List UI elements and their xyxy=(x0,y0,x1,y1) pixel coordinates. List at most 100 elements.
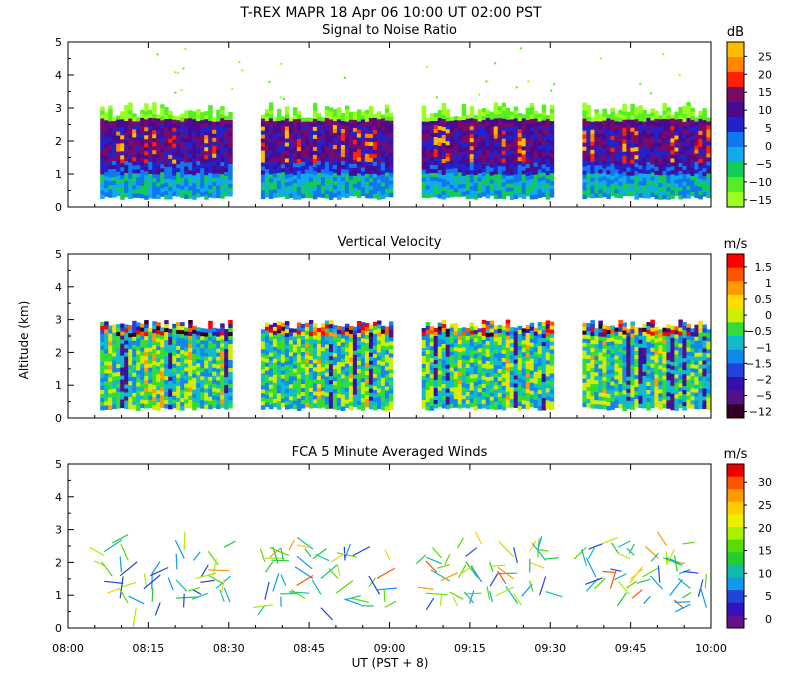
heatmap-cell xyxy=(509,119,515,124)
heatmap-cell xyxy=(176,120,181,125)
heatmap-cell xyxy=(172,151,177,157)
heatmap-cell xyxy=(336,179,342,184)
heatmap-cell xyxy=(132,161,137,166)
heatmap-cell xyxy=(344,391,350,397)
heatmap-cell xyxy=(160,160,165,165)
heatmap-cell xyxy=(212,117,217,123)
heatmap-cell xyxy=(638,193,643,198)
heatmap-cell xyxy=(280,398,286,404)
heatmap-cell xyxy=(344,327,350,333)
heatmap-cell xyxy=(132,372,137,378)
heatmap-cell xyxy=(180,386,185,391)
heatmap-cell xyxy=(112,169,117,174)
heatmap-cell xyxy=(316,136,322,142)
heatmap-cell xyxy=(493,106,499,111)
heatmap-cell xyxy=(140,359,145,365)
heatmap-cell xyxy=(384,358,390,363)
heatmap-cell xyxy=(184,122,189,127)
heatmap-cell xyxy=(429,117,435,122)
heatmap-cell xyxy=(132,117,137,122)
heatmap-cell xyxy=(208,173,213,178)
heatmap-cell xyxy=(360,131,366,136)
heatmap-cell xyxy=(132,352,137,358)
heatmap-cell xyxy=(176,148,181,153)
heatmap-cell xyxy=(220,351,225,356)
heatmap-cell xyxy=(196,395,201,400)
heatmap-cell xyxy=(368,360,374,366)
heatmap-cell xyxy=(497,396,503,402)
heatmap-cell xyxy=(328,360,334,365)
heatmap-cell xyxy=(296,354,302,359)
heatmap-cell xyxy=(300,129,306,135)
heatmap-cell xyxy=(433,161,439,166)
heatmap-cell xyxy=(216,352,221,358)
heatmap-cell xyxy=(264,370,270,376)
heatmap-cell xyxy=(529,127,535,132)
heatmap-cell xyxy=(100,369,105,375)
heatmap-cell xyxy=(296,135,302,140)
heatmap-cell xyxy=(521,146,527,151)
heatmap-cell xyxy=(658,135,663,140)
heatmap-cell xyxy=(521,194,527,199)
heatmap-cell xyxy=(630,111,635,117)
heatmap-cell xyxy=(320,391,326,396)
heatmap-cell xyxy=(469,362,475,368)
heatmap-cell xyxy=(304,157,310,162)
heatmap-cell xyxy=(144,167,149,172)
heatmap-cell xyxy=(517,354,523,359)
heatmap-cell xyxy=(698,130,703,136)
heatmap-cell xyxy=(212,125,217,131)
heatmap-cell xyxy=(690,139,695,145)
heatmap-cell xyxy=(658,119,663,124)
heatmap-cell xyxy=(332,153,338,158)
heatmap-cell xyxy=(473,354,479,359)
heatmap-cell xyxy=(108,341,113,346)
heatmap-cell xyxy=(509,123,515,128)
heatmap-cell xyxy=(224,329,229,334)
heatmap-cell xyxy=(541,192,547,197)
heatmap-cell xyxy=(421,356,427,361)
heatmap-cell xyxy=(168,340,173,346)
heatmap-cell xyxy=(380,122,386,127)
heatmap-cell xyxy=(188,368,193,373)
heatmap-cell xyxy=(228,112,233,117)
heatmap-cell xyxy=(320,399,326,404)
heatmap-cell xyxy=(112,356,117,362)
heatmap-cell xyxy=(324,340,330,345)
heatmap-cell xyxy=(513,178,519,183)
heatmap-cell xyxy=(614,125,619,130)
heatmap-cell xyxy=(280,148,286,153)
heatmap-cell xyxy=(284,166,290,171)
heatmap-cell xyxy=(517,137,523,142)
heatmap-cell xyxy=(180,406,185,411)
heatmap-cell xyxy=(521,340,527,345)
heatmap-cell xyxy=(525,381,531,386)
heatmap-cell xyxy=(264,338,270,344)
heatmap-cell xyxy=(352,350,358,356)
heatmap-cell xyxy=(473,326,479,331)
heatmap-cell xyxy=(445,400,451,406)
heatmap-cell xyxy=(594,193,599,198)
heatmap-cell xyxy=(614,129,619,134)
colorbar-frame xyxy=(726,41,745,208)
heatmap-cell xyxy=(594,173,599,178)
heatmap-cell xyxy=(184,150,189,155)
heatmap-cell xyxy=(152,102,157,107)
heatmap-cell xyxy=(698,114,703,120)
heatmap-cell xyxy=(208,125,213,130)
heatmap-cell xyxy=(124,129,129,134)
heatmap-cell xyxy=(582,166,587,172)
heatmap-cell xyxy=(485,369,491,374)
heatmap-cell xyxy=(630,179,635,185)
heatmap-cell xyxy=(140,189,145,195)
heatmap-cell xyxy=(204,175,209,180)
heatmap-cell xyxy=(384,128,390,134)
heatmap-cell xyxy=(469,162,475,167)
heatmap-cell xyxy=(537,133,543,138)
heatmap-cell xyxy=(618,189,623,195)
heatmap-cell xyxy=(582,138,587,144)
heatmap-cell xyxy=(228,120,233,125)
heatmap-cell xyxy=(284,337,290,342)
heatmap-cell xyxy=(300,125,306,131)
heatmap-cell xyxy=(497,324,503,330)
